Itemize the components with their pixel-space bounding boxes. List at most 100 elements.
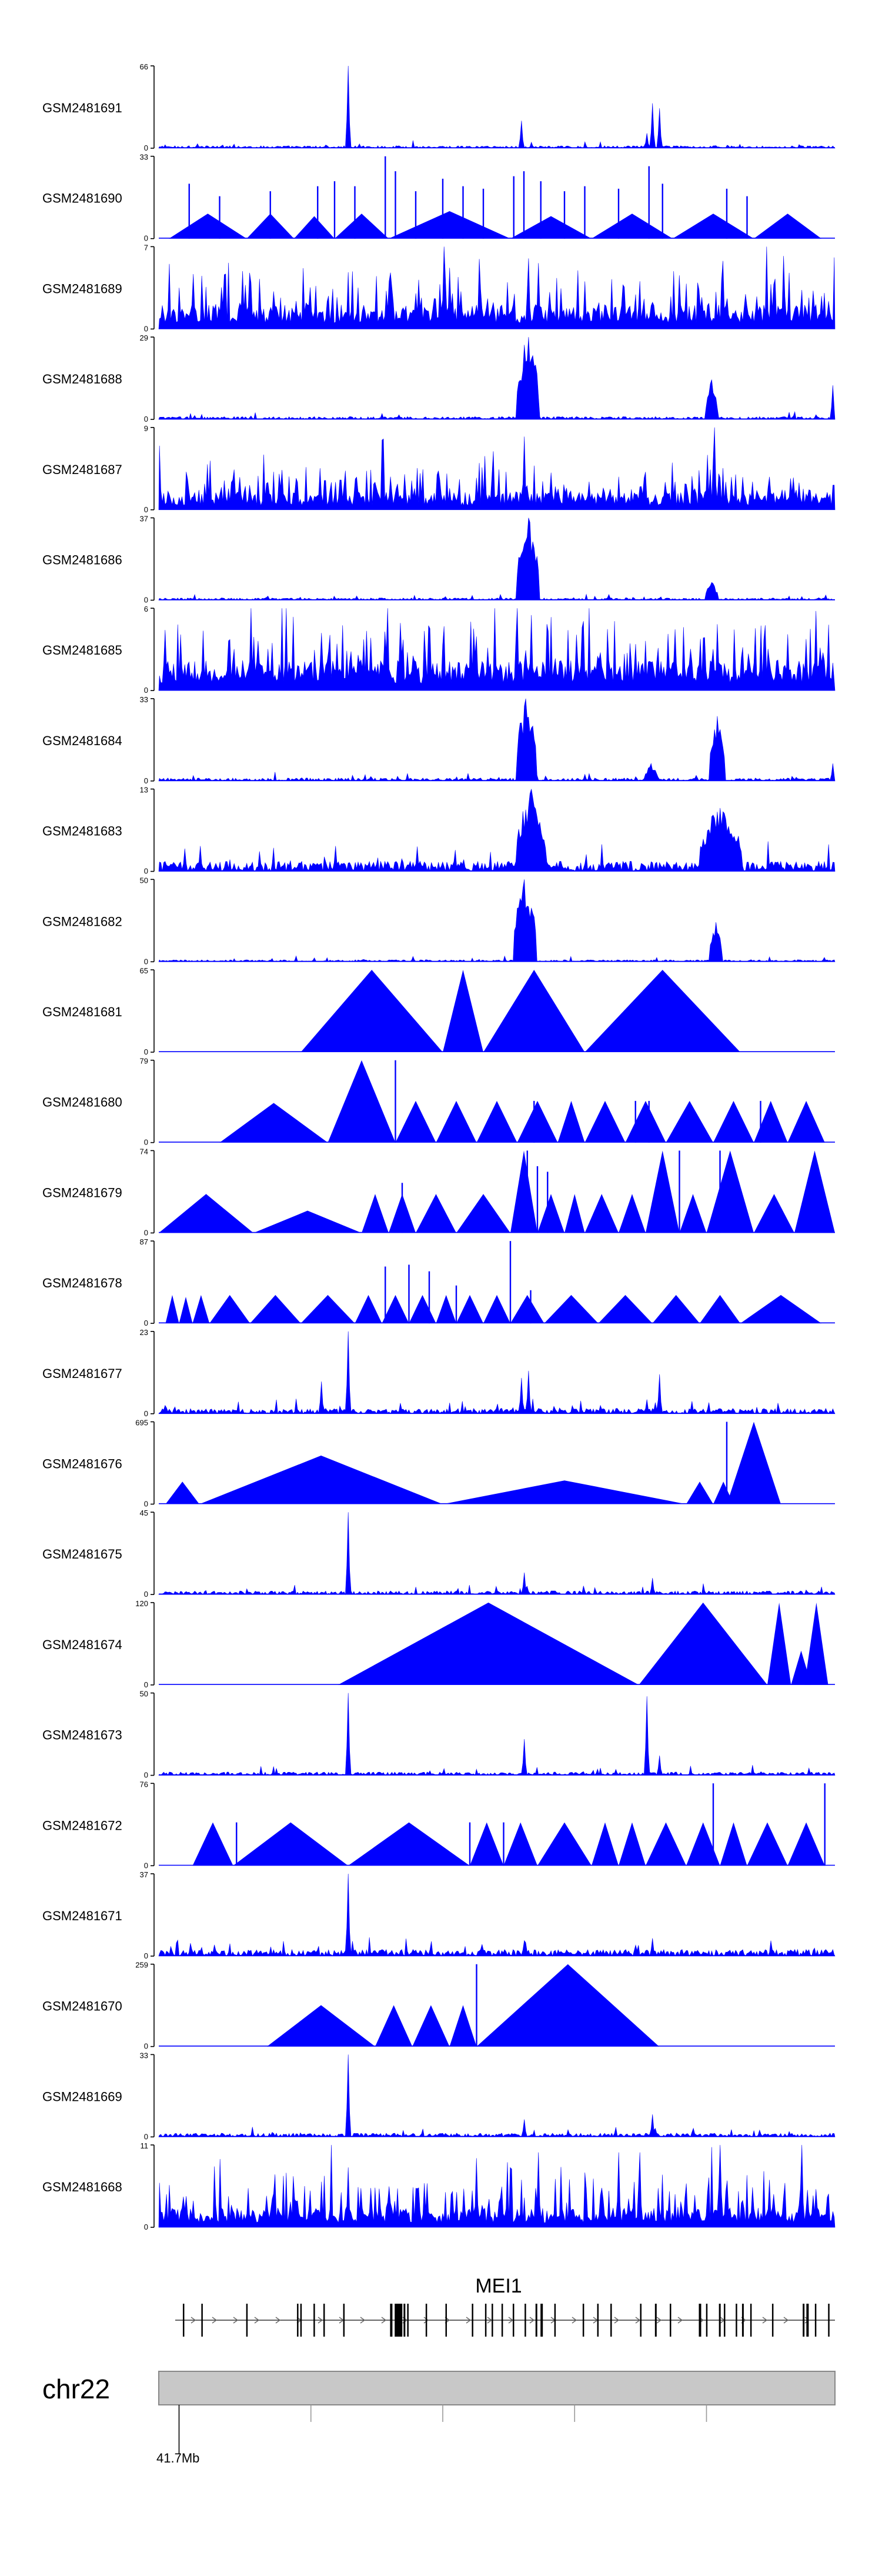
signal-block: [592, 1822, 619, 1866]
signal-block: [483, 970, 585, 1052]
track-label: GSM2481691: [42, 101, 122, 115]
track-GSM2481690: GSM2481690 33 0: [42, 153, 835, 243]
track-GSM2481687: GSM2481687 9 0: [42, 424, 836, 514]
signal-block: [646, 1150, 680, 1233]
signal-area: [158, 879, 836, 962]
gene-name-label: MEI1: [475, 2275, 522, 2297]
signal-block: [727, 1422, 781, 1504]
strand-arrow: [423, 2317, 429, 2324]
y-axis-max-label: 9: [144, 424, 148, 433]
gene-exon: [246, 2304, 248, 2337]
gene-exon: [699, 2304, 701, 2337]
signal-block: [300, 1294, 355, 1324]
strand-arrow: [804, 2317, 810, 2324]
track-GSM2481674: GSM2481674 120 0: [42, 1599, 835, 1689]
signal-block: [179, 1297, 193, 1324]
signal-area: [158, 427, 836, 510]
track-label: GSM2481683: [42, 824, 122, 839]
signal-block: [294, 216, 335, 239]
signal-block: [804, 1602, 828, 1685]
track-GSM2481677: GSM2481677 23 0: [42, 1328, 836, 1418]
gene-exon: [771, 2304, 774, 2337]
track-GSM2481681: GSM2481681 65 0: [42, 966, 835, 1056]
gene-exon: [501, 2304, 503, 2337]
signal-block: [335, 213, 389, 239]
gene-exon: [492, 2304, 493, 2337]
track-label: GSM2481668: [42, 2180, 122, 2194]
strand-arrow: [572, 2317, 577, 2324]
signal-block: [720, 1822, 747, 1866]
strand-arrow: [212, 2317, 218, 2324]
gene-exon: [425, 2304, 427, 2337]
track-GSM2481684: GSM2481684 33 0: [42, 695, 836, 785]
signal-block: [470, 1822, 504, 1866]
signal-block: [253, 1210, 362, 1233]
signal-block: [619, 1822, 646, 1866]
gene-exon: [323, 2304, 325, 2337]
signal-block: [646, 1822, 686, 1866]
signal-block: [456, 1294, 483, 1324]
track-label: GSM2481685: [42, 643, 122, 658]
signal-block: [537, 1822, 592, 1866]
y-axis-min-label: 0: [144, 1861, 148, 1870]
track-label: GSM2481669: [42, 2089, 122, 2104]
y-axis-max-label: 74: [140, 1147, 148, 1156]
y-axis-max-label: 33: [140, 695, 148, 704]
y-axis-min-label: 0: [144, 1590, 148, 1599]
signal-block: [382, 1294, 409, 1324]
gene-exon: [390, 2304, 393, 2337]
y-axis-max-label: 23: [140, 1328, 148, 1337]
gene-exon: [407, 2304, 409, 2337]
signal-block: [416, 1194, 456, 1233]
signal-block: [794, 1150, 835, 1233]
gene-exon: [485, 2304, 487, 2337]
signal-block: [375, 2005, 413, 2047]
track-GSM2481689: GSM2481689 7 0: [42, 243, 836, 333]
track-GSM2481675: GSM2481675 45 0: [42, 1509, 836, 1599]
gene-exon: [736, 2304, 737, 2337]
signal-area: [158, 1512, 836, 1596]
gene-exon: [300, 2304, 302, 2337]
y-axis-max-label: 6: [144, 605, 148, 613]
strand-arrow: [487, 2317, 493, 2324]
y-axis-min-label: 0: [144, 1319, 148, 1327]
y-axis-min-label: 0: [144, 2042, 148, 2051]
track-label: GSM2481673: [42, 1728, 122, 1743]
track-GSM2481671: GSM2481671 37 0: [42, 1870, 836, 1960]
track-GSM2481678: GSM2481678 87 0: [42, 1237, 835, 1327]
track-label: GSM2481679: [42, 1185, 122, 1200]
track-GSM2481682: GSM2481682 50 0: [42, 876, 836, 966]
signal-block: [625, 1100, 666, 1143]
y-axis-max-label: 11: [141, 2141, 149, 2150]
strand-arrow: [635, 2317, 641, 2324]
y-axis-min-label: 0: [144, 2132, 148, 2141]
signal-block: [673, 213, 754, 239]
signal-block: [169, 213, 247, 239]
gene-exon: [670, 2304, 671, 2337]
signal-block: [584, 1100, 626, 1143]
y-axis-min-label: 0: [144, 1951, 148, 1960]
track-label: GSM2481686: [42, 553, 122, 568]
y-axis-min-label: 0: [144, 1047, 148, 1056]
track-GSM2481691: GSM2481691 66 0: [42, 62, 836, 152]
signal-block: [713, 1100, 754, 1143]
y-axis-min-label: 0: [144, 505, 148, 514]
track-label: GSM2481680: [42, 1095, 122, 1110]
signal-block: [456, 1194, 510, 1233]
y-axis-max-label: 50: [140, 1690, 148, 1699]
signal-block: [686, 1822, 720, 1866]
signal-block: [510, 1294, 544, 1324]
signal-block: [510, 216, 592, 239]
strand-arrow: [360, 2317, 366, 2324]
track-label: GSM2481677: [42, 1366, 122, 1381]
gene-exon: [554, 2304, 556, 2337]
track-GSM2481672: GSM2481672 76 0: [42, 1780, 835, 1870]
y-axis-min-label: 0: [144, 686, 148, 695]
signal-block: [209, 1294, 250, 1324]
track-GSM2481669: GSM2481669 33 0: [42, 2051, 836, 2141]
y-axis-max-label: 65: [140, 966, 148, 975]
gene-exon: [741, 2304, 744, 2337]
gene-exon: [806, 2304, 809, 2337]
signal-block: [686, 1481, 713, 1504]
signal-block: [409, 1294, 436, 1324]
